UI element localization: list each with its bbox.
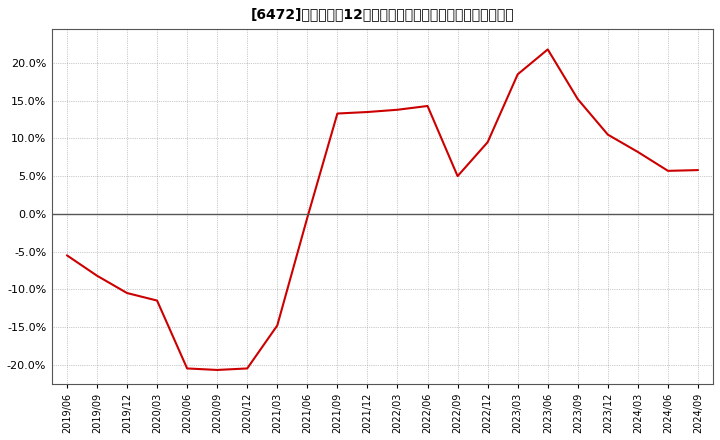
Title: [6472]　売上高の12か月移動合計の対前年同期増減率の推移: [6472] 売上高の12か月移動合計の対前年同期増減率の推移 bbox=[251, 7, 514, 21]
